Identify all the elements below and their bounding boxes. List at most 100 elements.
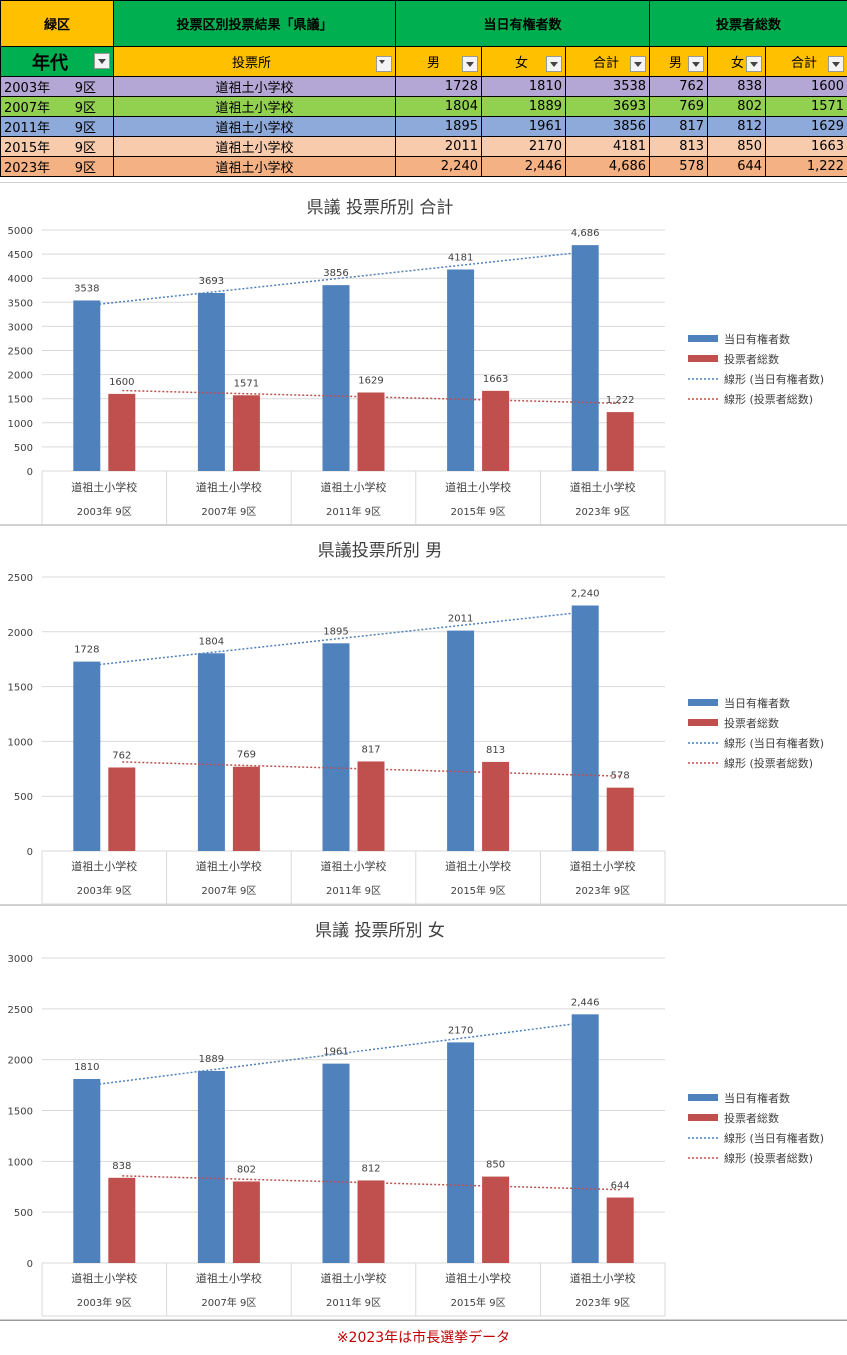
voters-total-cell[interactable]: 1600: [765, 76, 847, 97]
eligible-female-cell[interactable]: 2,446: [481, 156, 566, 177]
eligible-male-cell[interactable]: 2,240: [395, 156, 482, 177]
eligible-male-cell[interactable]: 1804: [395, 96, 482, 117]
title-row: 緑区 投票区別投票結果「県議」 当日有権者数 投票者総数: [0, 0, 847, 47]
data-label: 1889: [199, 1054, 224, 1065]
voters-male-cell[interactable]: 813: [649, 136, 709, 157]
voters-female-cell[interactable]: 802: [707, 96, 767, 117]
voters-male-dropdown[interactable]: [688, 55, 705, 72]
x-tick-label: 道祖土小学校: [445, 859, 511, 873]
eligible-male-cell[interactable]: 1895: [395, 116, 482, 137]
eligible-total-dropdown[interactable]: [630, 55, 647, 72]
legend-swatch: [688, 1094, 718, 1101]
voters-total-cell[interactable]: 1571: [765, 96, 847, 117]
station-filter-dropdown[interactable]: [376, 55, 392, 72]
year-cell[interactable]: 2015年 9区: [0, 136, 114, 157]
eligible-male-cell[interactable]: 1728: [395, 76, 482, 97]
eligible-total-cell[interactable]: 3693: [564, 96, 651, 117]
y-tick-label: 4000: [8, 274, 33, 285]
bar: [197, 1070, 225, 1263]
table-row[interactable]: 2023年 9区 道祖土小学校 2,240 2,446 4,686 578 644 1,222: [0, 156, 847, 177]
bar: [606, 787, 634, 851]
bar: [322, 1063, 350, 1263]
chart-male-svg: 県議投票所別 男 0 500 1000 1500 2000 2500 1728 1804 1895…: [8, 541, 824, 904]
voters-female-cell[interactable]: 812: [707, 116, 767, 137]
year-cell[interactable]: 2011年 9区: [0, 116, 114, 137]
year-cell[interactable]: 2007年 9区: [0, 96, 114, 117]
ward-text: 9区: [74, 121, 96, 136]
voters-male-cell[interactable]: 578: [649, 156, 709, 177]
eligible-male-cell[interactable]: 2011: [395, 136, 482, 157]
legend-label: 当日有権者数: [724, 1091, 790, 1105]
y-tick-label: 1000: [8, 1157, 33, 1168]
data-label: 838: [112, 1161, 131, 1172]
voters-total-dropdown[interactable]: [828, 55, 845, 72]
data-label: 644: [611, 1181, 630, 1192]
eligible-female-header: 女: [481, 46, 566, 77]
voters-total-cell[interactable]: 1,222: [765, 156, 847, 177]
bar: [482, 761, 510, 851]
bar: [322, 285, 350, 471]
chart-female: 県議 投票所別 女 0 500 1000 1500 2000 2500 3000 1810 188…: [0, 905, 847, 1320]
bar: [571, 245, 599, 471]
voters-female-cell[interactable]: 850: [707, 136, 767, 157]
station-cell[interactable]: 道祖土小学校: [113, 136, 396, 157]
eligible-female-cell[interactable]: 1961: [481, 116, 566, 137]
year-cell[interactable]: 2003年 9区: [0, 76, 114, 97]
y-tick-label: 2000: [8, 371, 33, 382]
eligible-total-cell[interactable]: 4,686: [564, 156, 651, 177]
voters-male-cell[interactable]: 769: [649, 96, 709, 117]
data-label: 1728: [74, 645, 99, 656]
eligible-female-dropdown[interactable]: [546, 55, 562, 72]
bar: [606, 1197, 634, 1263]
bar: [447, 269, 475, 471]
trendline: [122, 761, 621, 777]
legend-label: 線形 (投票者総数): [724, 756, 813, 770]
voters-male-cell[interactable]: 817: [649, 116, 709, 137]
table-row[interactable]: 2011年 9区 道祖土小学校 1895 1961 3856 817 812 1629: [0, 116, 847, 137]
table-row[interactable]: 2015年 9区 道祖土小学校 2011 2170 4181 813 850 1663: [0, 136, 847, 157]
year-text: 2023年: [4, 161, 51, 176]
eligible-total-cell[interactable]: 3538: [564, 76, 651, 97]
y-tick-label: 500: [14, 443, 33, 454]
chart-total: 県議 投票所別 合計 0 500 1000 1500 2000 2500 3000 3500 40…: [0, 182, 847, 525]
voters-female-cell[interactable]: 644: [707, 156, 767, 177]
voters-total-cell[interactable]: 1629: [765, 116, 847, 137]
station-column-header: 投票所: [113, 46, 396, 77]
voters-female-dropdown[interactable]: [746, 55, 763, 72]
bar: [73, 1078, 101, 1263]
station-cell[interactable]: 道祖土小学校: [113, 116, 396, 137]
data-label: 769: [237, 750, 256, 761]
eligible-total-cell[interactable]: 3856: [564, 116, 651, 137]
y-tick-label: 3000: [8, 322, 33, 333]
data-label: 4181: [448, 252, 473, 263]
year-filter-dropdown[interactable]: [94, 52, 110, 69]
station-cell[interactable]: 道祖土小学校: [113, 96, 396, 117]
eligible-female-cell[interactable]: 2170: [481, 136, 566, 157]
year-cell[interactable]: 2023年 9区: [0, 156, 114, 177]
sheet-title: 投票区別投票結果「県議」: [113, 0, 396, 47]
eligible-total-cell[interactable]: 4181: [564, 136, 651, 157]
y-tick-label: 0: [27, 467, 33, 478]
voters-total-cell[interactable]: 1663: [765, 136, 847, 157]
station-cell[interactable]: 道祖土小学校: [113, 76, 396, 97]
legend-swatch: [688, 699, 718, 706]
table-row[interactable]: 2007年 9区 道祖土小学校 1804 1889 3693 769 802 1571: [0, 96, 847, 117]
eligible-female-cell[interactable]: 1889: [481, 96, 566, 117]
x-group-label: 2011年 9区: [326, 1296, 381, 1309]
table-row[interactable]: 2003年 9区 道祖土小学校 1728 1810 3538 762 838 1600: [0, 76, 847, 97]
y-tick-label: 2500: [8, 347, 33, 358]
x-group-label: 2003年 9区: [77, 505, 132, 518]
x-tick-label: 道祖土小学校: [71, 1271, 137, 1285]
data-label: 3856: [323, 268, 348, 279]
voters-female-cell[interactable]: 838: [707, 76, 767, 97]
column-header-row: 年代 投票所 男 女 合計 男 女 合計: [0, 46, 847, 77]
voters-male-cell[interactable]: 762: [649, 76, 709, 97]
chart-female-svg: 県議 投票所別 女 0 500 1000 1500 2000 2500 3000 1810 188…: [8, 921, 824, 1317]
chart-title: 県議投票所別 男: [318, 541, 442, 561]
eligible-female-cell[interactable]: 1810: [481, 76, 566, 97]
eligible-male-dropdown[interactable]: [462, 55, 478, 72]
station-cell[interactable]: 道祖土小学校: [113, 156, 396, 177]
year-column-header: 年代: [0, 46, 114, 77]
bar: [606, 412, 634, 471]
data-label: 2011: [448, 614, 473, 625]
